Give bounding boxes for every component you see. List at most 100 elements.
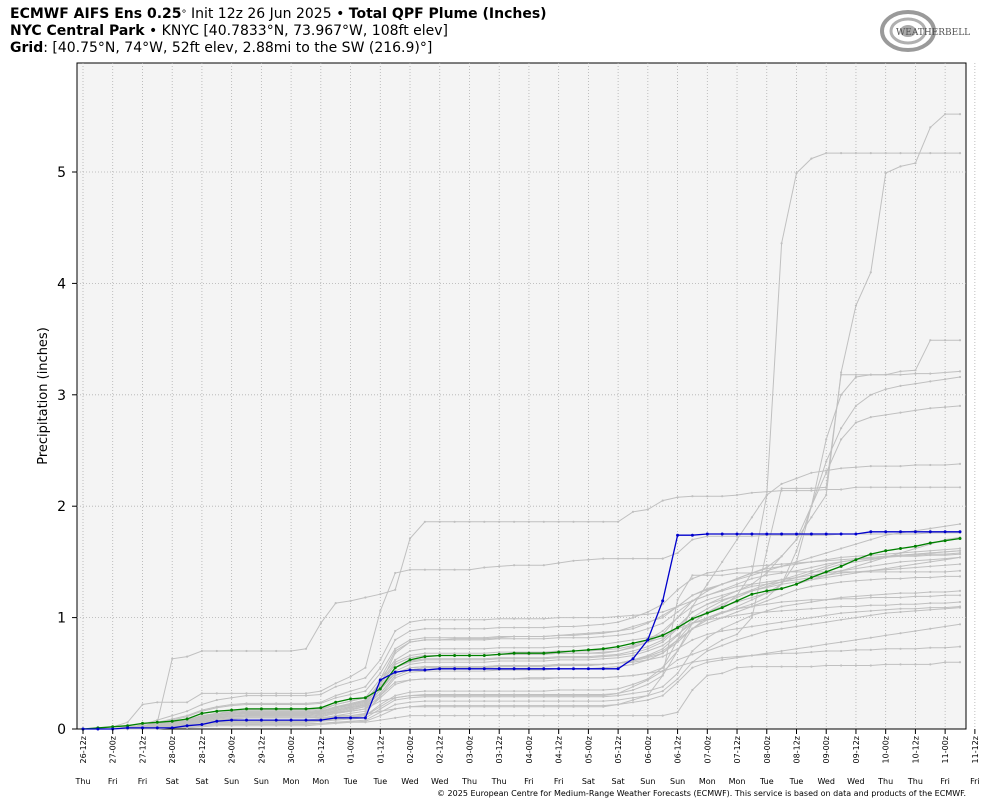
member-series-point [453,520,456,523]
member-series-point [944,602,947,605]
member-series-point [899,570,902,574]
member-series-point [230,703,233,706]
member-series-point [750,616,754,619]
member-series-point [840,438,843,441]
x-day-label: Tue [343,777,358,786]
member-series-point [735,577,739,580]
member-series-point [275,692,278,695]
member-series-point [721,596,724,599]
x-tick-label: 29-00z [228,736,237,763]
member-series-point [572,655,575,658]
member-series-point [661,629,664,633]
member-series-point [379,711,382,714]
member-series-point [765,596,768,599]
member-series-point [765,583,768,586]
member-series-point [617,656,620,659]
mean-series-point [750,592,754,596]
member-series-point [260,649,263,653]
control-series-point [616,667,620,671]
member-series-point [631,698,635,702]
member-series-point [750,565,754,568]
member-series-point [245,724,248,727]
control-series-point [661,599,665,603]
member-series-point [617,647,620,650]
member-series-point [958,549,962,552]
member-series-point [364,676,367,679]
member-series-point [706,535,709,538]
member-series-point [646,613,649,616]
member-series-point [676,681,679,684]
member-series-point [408,691,412,694]
member-series-point [750,574,754,577]
member-series-point [572,714,575,717]
member-series-point [200,649,203,653]
member-series-point [617,615,620,618]
member-series-point [171,714,174,717]
member-series-point [780,578,783,581]
mean-series-point [616,645,620,649]
member-series-point [646,610,649,614]
member-series-point [631,701,635,704]
mean-series-point [869,552,873,556]
mean-series-point [928,541,932,545]
member-series-point [706,658,709,662]
member-series-point [394,658,397,662]
member-series-point [438,695,441,698]
member-series-point [691,577,694,580]
member-series-point [557,704,560,707]
member-series-point [929,602,932,605]
member-series-point [587,695,590,698]
member-series-point [572,693,575,696]
member-series-point [438,638,441,642]
member-series-point [661,690,664,693]
member-series-point [304,647,308,650]
member-series-point [453,647,456,650]
member-series-point [795,574,798,577]
member-series-point [498,626,501,629]
member-series-point [379,692,382,695]
member-series-point [423,661,426,664]
member-series-point [631,652,635,655]
member-series-point [691,594,694,597]
member-series-point [750,665,754,668]
member-series-point [840,556,843,559]
member-series-point [587,616,590,619]
member-series-point [200,716,203,720]
member-series-point [468,670,471,673]
mean-series-point [839,564,843,568]
x-day-label: Fri [524,777,534,786]
member-series-point [364,596,367,599]
member-series-point [661,622,664,625]
mean-series-point [884,549,888,553]
member-series-point [542,700,545,703]
member-series-point [958,600,962,604]
member-series-point [869,486,872,489]
member-series-point [884,608,887,611]
member-series-point [795,549,798,552]
member-series-point [126,721,129,724]
member-series-point [810,560,813,564]
member-series-point [706,649,709,653]
member-series-point [319,690,322,693]
member-series-point [810,665,813,668]
member-series-point [602,520,605,523]
member-series-point [453,657,456,660]
member-series-point [572,559,575,562]
member-series-point [275,694,278,697]
member-series-point [958,113,962,116]
member-series-point [914,547,917,550]
member-series-point [840,563,843,566]
x-tick-label: 10-00z [882,736,891,763]
member-series-point [914,162,917,165]
member-series-point [810,489,813,492]
member-series-point [676,641,679,644]
member-series-point [899,384,902,387]
member-series-point [513,677,516,681]
mean-series-point [676,626,680,630]
member-series-line [83,552,961,730]
member-series-point [854,373,858,376]
member-series-point [230,692,233,695]
member-series-point [810,556,813,559]
control-series-point [170,726,174,730]
member-series-point [468,714,471,717]
